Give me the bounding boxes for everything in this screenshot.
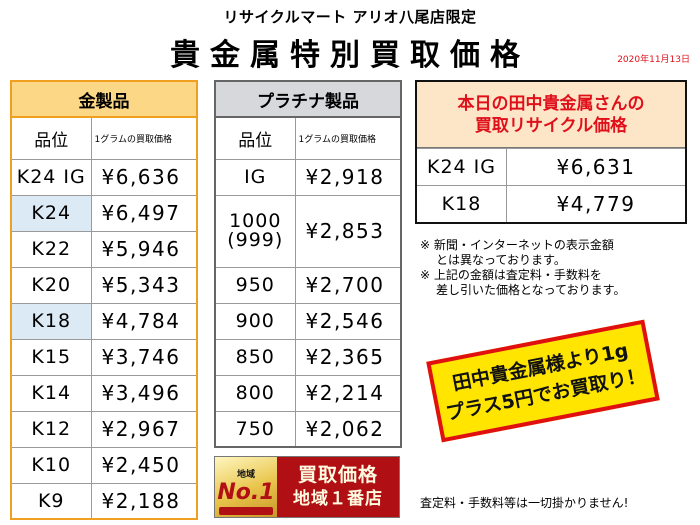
gold-grade: K12 — [10, 410, 92, 448]
table-row: K15 ¥3,746 — [10, 338, 198, 376]
table-row: 900 ¥2,546 — [214, 302, 402, 340]
table-row: 800 ¥2,214 — [214, 374, 402, 412]
gold-grade: K24 — [10, 194, 92, 232]
badge-line2: 地域１番店 — [293, 489, 383, 509]
gold-grade: K24 IG — [10, 158, 92, 196]
table-row: K18 ¥4,784 — [10, 302, 198, 340]
platinum-grade: IG — [214, 158, 296, 196]
note-line: 差し引いた価格となっております。 — [436, 283, 626, 297]
platinum-price-table: プラチナ製品 品位 1グラムの買取価格 IG ¥2,918 1000 (999)… — [214, 80, 402, 448]
platinum-price: ¥2,062 — [294, 410, 402, 448]
platinum-price: ¥2,700 — [294, 266, 402, 304]
tanaka-price: ¥4,779 — [556, 192, 636, 216]
date-label: 2020年11月13日 — [617, 55, 690, 65]
platinum-col-price: 1グラムの買取価格 — [294, 116, 402, 160]
promo-banner: 田中貴金属様より1g プラス5円でお買取り！ — [426, 319, 660, 443]
table-row: 1000 (999) ¥2,853 — [214, 194, 402, 268]
table-row: K22 ¥5,946 — [10, 230, 198, 268]
tanaka-price-box: 本日の田中貴金属さんの 買取リサイクル価格 K24 IG ¥6,631 K18 … — [415, 80, 687, 224]
tanaka-title-line1: 本日の田中貴金属さんの — [457, 93, 645, 114]
gold-grade: K18 — [10, 302, 92, 340]
tanaka-price: ¥6,631 — [556, 155, 636, 179]
platinum-grade-main: 1000 — [229, 210, 282, 232]
table-row: K10 ¥2,450 — [10, 446, 198, 484]
platinum-grade-sub: (999) — [227, 229, 284, 251]
platinum-grade: 900 — [214, 302, 296, 340]
badge-small: 地域 — [236, 469, 255, 480]
table-row: K24 IG ¥6,631 — [417, 148, 685, 185]
table-row: K9 ¥2,188 — [10, 482, 198, 520]
table-row: K14 ¥3,496 — [10, 374, 198, 412]
notes: ※ 新聞・インターネットの表示金額 とは異なっております。 ※ 上記の金額は査定… — [420, 238, 625, 298]
gold-price: ¥5,946 — [90, 230, 198, 268]
gold-price: ¥6,497 — [90, 194, 198, 232]
gold-price: ¥2,967 — [90, 410, 198, 448]
platinum-price: ¥2,214 — [294, 374, 402, 412]
table-row: K24 ¥6,497 — [10, 194, 198, 232]
gold-price: ¥5,343 — [90, 266, 198, 304]
store-name: リサイクルマート アリオ八尾店限定 — [223, 8, 477, 26]
gold-price: ¥2,450 — [90, 446, 198, 484]
table-row: IG ¥2,918 — [214, 158, 402, 196]
table-row: 950 ¥2,700 — [214, 266, 402, 304]
gold-price: ¥4,784 — [90, 302, 198, 340]
gold-col-grade: 品位 — [10, 116, 92, 160]
platinum-grade: 750 — [214, 410, 296, 448]
no1-badge: 地域 No.1 買取価格 地域１番店 — [214, 456, 400, 518]
gold-grade: K9 — [10, 482, 92, 520]
gold-price: ¥3,746 — [90, 338, 198, 376]
gold-grade: K22 — [10, 230, 92, 268]
gold-price: ¥3,496 — [90, 374, 198, 412]
tanaka-grade: K24 IG — [417, 149, 507, 185]
gold-grade: K14 — [10, 374, 92, 412]
gold-grade: K10 — [10, 446, 92, 484]
no1-medal-icon: 地域 No.1 — [215, 457, 277, 517]
gold-grade: K20 — [10, 266, 92, 304]
platinum-table-title: プラチナ製品 — [214, 80, 402, 118]
platinum-price: ¥2,365 — [294, 338, 402, 376]
tanaka-title-line2: 買取リサイクル価格 — [474, 115, 628, 136]
table-row: 750 ¥2,062 — [214, 410, 402, 448]
gold-price: ¥2,188 — [90, 482, 198, 520]
gold-price: ¥6,636 — [90, 158, 198, 196]
footer-note: 査定料・手数料等は一切掛かりません! — [420, 496, 629, 510]
gold-table-title: 金製品 — [10, 80, 198, 118]
badge-line1: 買取価格 — [297, 464, 378, 486]
platinum-grade: 950 — [214, 266, 296, 304]
badge-text: 買取価格 地域１番店 — [277, 457, 399, 517]
table-row: K20 ¥5,343 — [10, 266, 198, 304]
gold-grade: K15 — [10, 338, 92, 376]
table-row: K24 IG ¥6,636 — [10, 158, 198, 196]
platinum-price: ¥2,918 — [294, 158, 402, 196]
gold-price-table: 金製品 品位 1グラムの買取価格 K24 IG ¥6,636 K24 ¥6,49… — [10, 80, 198, 520]
note-line: ※ 上記の金額は査定料・手数料を — [420, 268, 602, 282]
gold-col-price: 1グラムの買取価格 — [90, 116, 198, 160]
badge-no1: No.1 — [217, 479, 275, 505]
tanaka-grade: K18 — [417, 186, 507, 222]
ribbon-icon — [219, 507, 273, 515]
platinum-col-grade: 品位 — [214, 116, 296, 160]
note-line: ※ 新聞・インターネットの表示金額 — [420, 238, 614, 252]
note-line: とは異なっております。 — [436, 253, 566, 267]
page-title: 貴金属特別買取価格 — [170, 38, 530, 73]
platinum-grade: 850 — [214, 338, 296, 376]
platinum-price: ¥2,546 — [294, 302, 402, 340]
table-row: K18 ¥4,779 — [417, 185, 685, 222]
table-row: 850 ¥2,365 — [214, 338, 402, 376]
tanaka-price-title: 本日の田中貴金属さんの 買取リサイクル価格 — [417, 82, 685, 148]
platinum-grade: 800 — [214, 374, 296, 412]
platinum-grade: 1000 (999) — [214, 194, 296, 268]
platinum-price: ¥2,853 — [294, 194, 402, 268]
table-row: K12 ¥2,967 — [10, 410, 198, 448]
